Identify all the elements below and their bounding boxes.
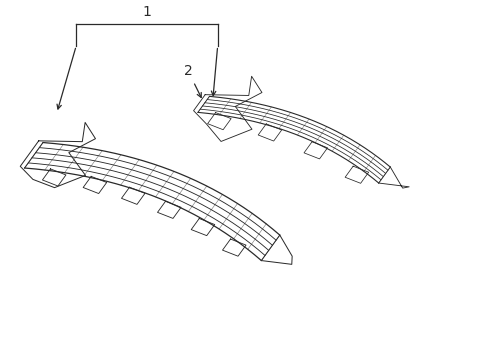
Text: 2: 2 (183, 64, 192, 78)
Text: 1: 1 (142, 5, 151, 19)
